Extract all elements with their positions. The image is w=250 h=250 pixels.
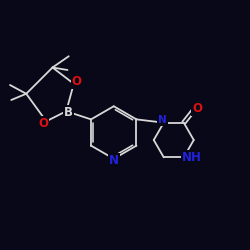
Text: O: O — [72, 75, 82, 88]
Text: O: O — [192, 102, 202, 115]
Text: NH: NH — [182, 151, 202, 164]
Text: B: B — [64, 106, 73, 119]
Text: N: N — [158, 115, 167, 125]
Text: N: N — [109, 154, 119, 166]
Text: O: O — [38, 117, 48, 130]
